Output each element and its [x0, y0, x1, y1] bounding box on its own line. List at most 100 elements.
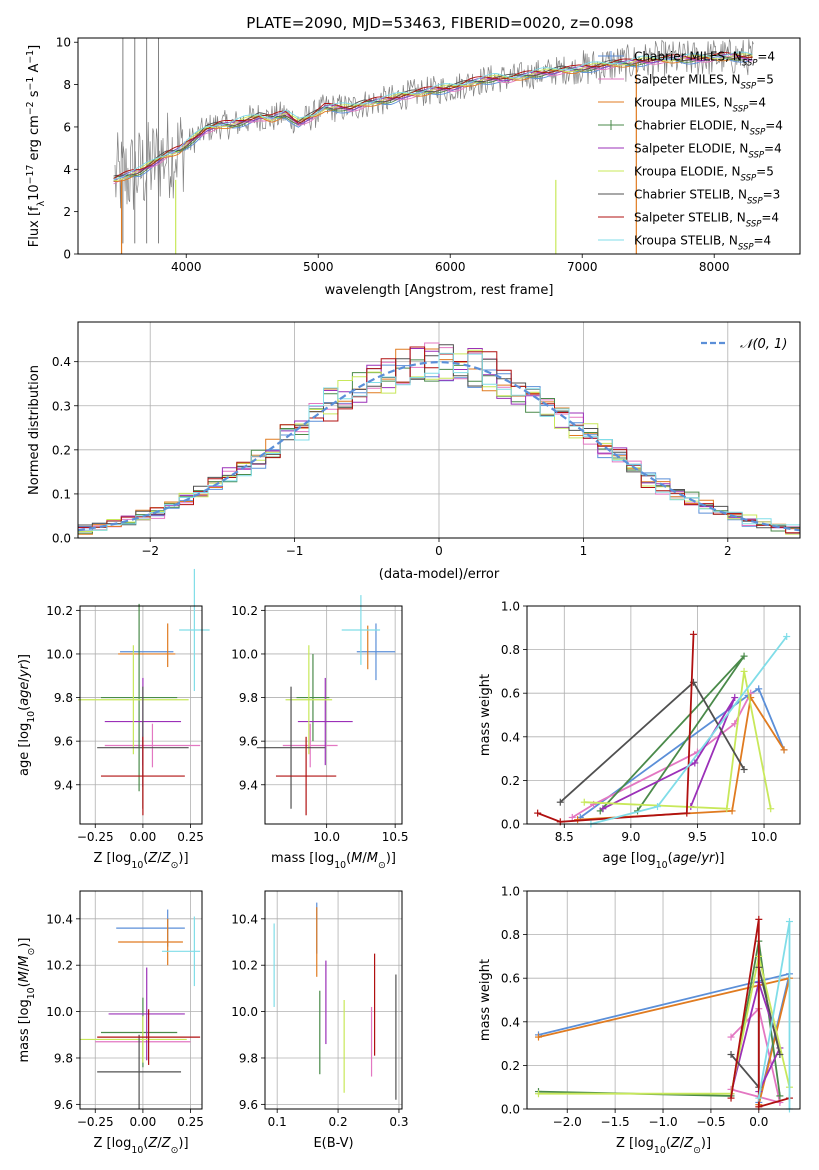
mass-vs-z-xtick-label-1: 0.00 [130, 1115, 157, 1129]
spectrum-model-line-3 [113, 54, 753, 179]
mass-vs-ebv-ytick-label-2: 10.0 [231, 1005, 258, 1019]
weight-vs-z-marker-5-0 [534, 1090, 542, 1098]
mass-vs-z-ytick-label-3: 10.2 [46, 959, 73, 973]
mass-vs-ebv-axes: 0.1 0.2 0.3 9.6 9.8 10.0 10.2 10.4 [231, 890, 409, 1129]
spectrum-ytick-label-4: 8 [63, 78, 71, 92]
weight-vs-age-marker-8-2 [783, 633, 791, 641]
weight-vs-z-ylabel: mass weight [478, 959, 493, 1041]
mass-vs-ebv-plot-area [273, 902, 397, 1100]
weight-vs-age-ylabel: mass weight [478, 674, 493, 756]
residuals-axes: −2 −1 0 1 2 0.0 0.1 0.2 0.3 0.4 [52, 321, 801, 558]
weight-vs-age-series-5 [584, 671, 772, 810]
weight-vs-z-ytick-label-4: 0.8 [501, 928, 520, 942]
spectrum-model-line-5 [113, 53, 753, 182]
weight-vs-age-marker-7-2 [683, 809, 691, 817]
weight-vs-age-marker-5-1 [723, 805, 731, 813]
spectrum-xtick-label-1: 5000 [303, 260, 334, 274]
weight-vs-age-ytick-label-3: 0.6 [501, 687, 520, 701]
weight-vs-z-xtick-label-4: 0.0 [749, 1115, 768, 1129]
weight-vs-z-marker-6-0 [727, 1051, 735, 1058]
spectrum-model-line-8 [113, 51, 753, 180]
residuals-ytick-label-2: 0.2 [52, 443, 71, 457]
spectrum-axes: 4000 5000 6000 7000 8000 0 2 4 6 8 10 [56, 36, 801, 274]
residuals-xtick-label-3: 1 [580, 544, 588, 558]
weight-vs-age-marker-3-1 [740, 652, 748, 660]
age-vs-mass-xtick-label-1: 10.5 [382, 830, 409, 844]
residuals-xlabel: (data-model)/error [379, 567, 500, 582]
mass-vs-ebv-ytick-label-1: 9.8 [239, 1051, 258, 1065]
age-vs-mass-ytick-label-2: 9.8 [239, 691, 258, 705]
weight-vs-age-marker-1-0 [568, 813, 576, 821]
spectrum-xtick-label-3: 7000 [567, 260, 598, 274]
spectrum-xtick-label-0: 4000 [171, 260, 202, 274]
weight-vs-age-series-7 [537, 634, 695, 823]
spectrum-ytick-label-3: 6 [63, 120, 71, 134]
weight-vs-age-marker-8-1 [654, 803, 662, 811]
weight-vs-age-marker-4-2 [731, 694, 739, 702]
age-vs-z-ytick-label-0: 9.4 [54, 778, 73, 792]
residuals-xtick-label-2: 0 [435, 544, 443, 558]
residuals-ytick-label-0: 0.0 [52, 532, 71, 546]
age-vs-mass-ytick-label-1: 9.6 [239, 735, 258, 749]
legend-label-1: Salpeter MILES, NSSP=5 [634, 73, 774, 92]
legend-label-6: Chabrier STELIB, NSSP=3 [634, 188, 780, 207]
mass-vs-z-ytick-label-0: 9.6 [54, 1098, 73, 1112]
age-vs-z-frame [79, 605, 203, 825]
weight-vs-age-marker-7-3 [689, 630, 697, 638]
weight-vs-age-marker-2-1 [728, 807, 736, 815]
residual-hist-6 [78, 344, 800, 529]
weight-vs-age-plot-area [534, 630, 791, 828]
age-vs-z-xtick-label-1: 0.00 [130, 830, 157, 844]
gaussian-reference-line [77, 360, 801, 532]
age-vs-z-ytick-label-4: 10.2 [46, 604, 73, 618]
age-vs-mass-plot-area [256, 595, 396, 816]
mass-vs-z-xtick-label-2: 0.25 [177, 1115, 204, 1129]
mass-vs-z-frame [79, 890, 203, 1110]
spectrum-xlabel: wavelength [Angstrom, rest frame] [325, 283, 554, 298]
mass-vs-z-ytick-label-1: 9.8 [54, 1051, 73, 1065]
weight-vs-age-marker-5-2 [740, 667, 748, 675]
weight-vs-z-frame [526, 890, 801, 1110]
mass-vs-z-ylabel: mass [log10(M/M⊙)] [17, 937, 37, 1062]
age-vs-z-axes: −0.25 0.00 0.25 9.4 9.6 9.8 10.0 10.2 [46, 568, 210, 844]
age-vs-z-ylabel: age [log10(age/yr)] [17, 654, 37, 776]
age-vs-z-ytick-label-1: 9.6 [54, 735, 73, 749]
age-vs-mass-xlabel: mass [log10(M/M⊙)] [271, 851, 396, 871]
spectrum-plot-area [113, 38, 754, 254]
mass-vs-z-xtick-label-0: −0.25 [77, 1115, 114, 1129]
weight-vs-age-xtick-label-0: 8.5 [555, 830, 574, 844]
spectrum-model-line-4 [113, 54, 753, 182]
weight-vs-age-marker-7-0 [534, 809, 542, 817]
residuals-xtick-label-1: −1 [286, 544, 304, 558]
weight-vs-z-marker-1-0 [727, 1033, 735, 1041]
spectrum-ytick-label-0: 0 [63, 248, 71, 262]
spectrum-xtick-label-4: 8000 [699, 260, 730, 274]
age-vs-z-xtick-label-2: 0.25 [177, 830, 204, 844]
weight-vs-z-series-5 [538, 956, 791, 1095]
weight-vs-age-marker-0-2 [755, 685, 763, 693]
age-vs-z-xlabel: Z [log10(Z/Z⊙)] [93, 851, 188, 871]
weight-vs-age-marker-4-0 [599, 805, 607, 813]
weight-vs-age-marker-5-3 [767, 805, 775, 813]
weight-vs-z-ytick-label-5: 1.0 [501, 885, 520, 899]
weight-vs-z-ytick-label-0: 0.0 [501, 1103, 520, 1117]
weight-vs-age-axes: 8.5 9.0 9.5 10.0 0.0 0.2 0.4 0.6 0.8 1.0 [501, 600, 801, 844]
residuals-plot-area [77, 342, 801, 535]
weight-vs-age-ytick-label-1: 0.2 [501, 774, 520, 788]
weight-vs-age-marker-6-2 [740, 766, 748, 773]
weight-vs-age-marker-4-1 [691, 759, 699, 767]
mass-vs-z-plot-area [80, 909, 201, 1109]
residuals-ytick-label-3: 0.3 [52, 399, 71, 413]
mass-vs-ebv-xtick-label-0: 0.1 [268, 1115, 287, 1129]
weight-vs-age-marker-5-0 [580, 798, 588, 806]
weight-vs-age-xlabel: age [log10(age/yr)] [602, 851, 724, 871]
residual-hist-5 [78, 349, 800, 535]
weight-vs-age-ytick-label-5: 1.0 [501, 600, 520, 614]
weight-vs-age-xtick-label-1: 9.0 [621, 830, 640, 844]
spectrum-xtick-label-2: 6000 [435, 260, 466, 274]
mass-vs-ebv-ytick-label-4: 10.4 [231, 912, 258, 926]
weight-vs-z-marker-3-3 [776, 1092, 784, 1100]
weight-vs-age-frame [526, 605, 801, 825]
mass-vs-z-axes: −0.25 0.00 0.25 9.6 9.8 10.0 10.2 10.4 [46, 890, 204, 1129]
age-vs-z-ytick-label-3: 10.0 [46, 647, 73, 661]
